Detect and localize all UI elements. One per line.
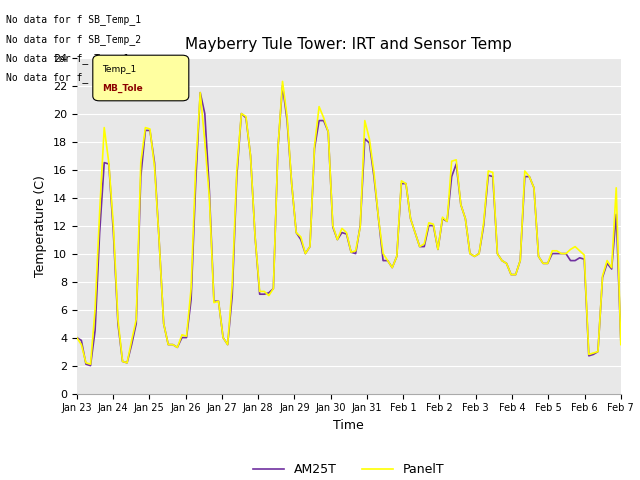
PanelT <box>457 202 465 207</box>
AM25T <box>86 363 94 369</box>
Text: Temp_1: Temp_1 <box>102 65 137 74</box>
PanelT <box>192 165 200 171</box>
PanelT <box>617 342 625 348</box>
AM25T <box>617 337 625 343</box>
Text: No data for f SB_Temp_2: No data for f SB_Temp_2 <box>6 34 141 45</box>
AM25T <box>224 342 232 348</box>
AM25T <box>384 258 392 264</box>
Text: No data for f SB_Temp_1: No data for f SB_Temp_1 <box>6 14 141 25</box>
AM25T <box>278 83 286 88</box>
Text: No data for f_ Temp_1: No data for f_ Temp_1 <box>6 53 130 64</box>
AM25T <box>512 272 520 277</box>
PanelT <box>278 79 286 84</box>
Legend: AM25T, PanelT: AM25T, PanelT <box>248 458 450 480</box>
Y-axis label: Temperature (C): Temperature (C) <box>35 175 47 276</box>
Text: MB_Tole: MB_Tole <box>102 84 143 94</box>
PanelT <box>86 361 94 367</box>
Line: PanelT: PanelT <box>77 82 621 364</box>
PanelT <box>224 342 232 348</box>
Text: No data for f_ Temp_2: No data for f_ Temp_2 <box>6 72 130 83</box>
X-axis label: Time: Time <box>333 419 364 432</box>
PanelT <box>73 335 81 340</box>
PanelT <box>608 265 616 271</box>
Title: Mayberry Tule Tower: IRT and Sensor Temp: Mayberry Tule Tower: IRT and Sensor Temp <box>186 37 512 52</box>
AM25T <box>73 335 81 340</box>
Line: AM25T: AM25T <box>77 85 621 366</box>
PanelT <box>512 272 520 277</box>
AM25T <box>457 202 465 207</box>
PanelT <box>384 258 392 264</box>
AM25T <box>192 181 200 187</box>
AM25T <box>608 266 616 272</box>
